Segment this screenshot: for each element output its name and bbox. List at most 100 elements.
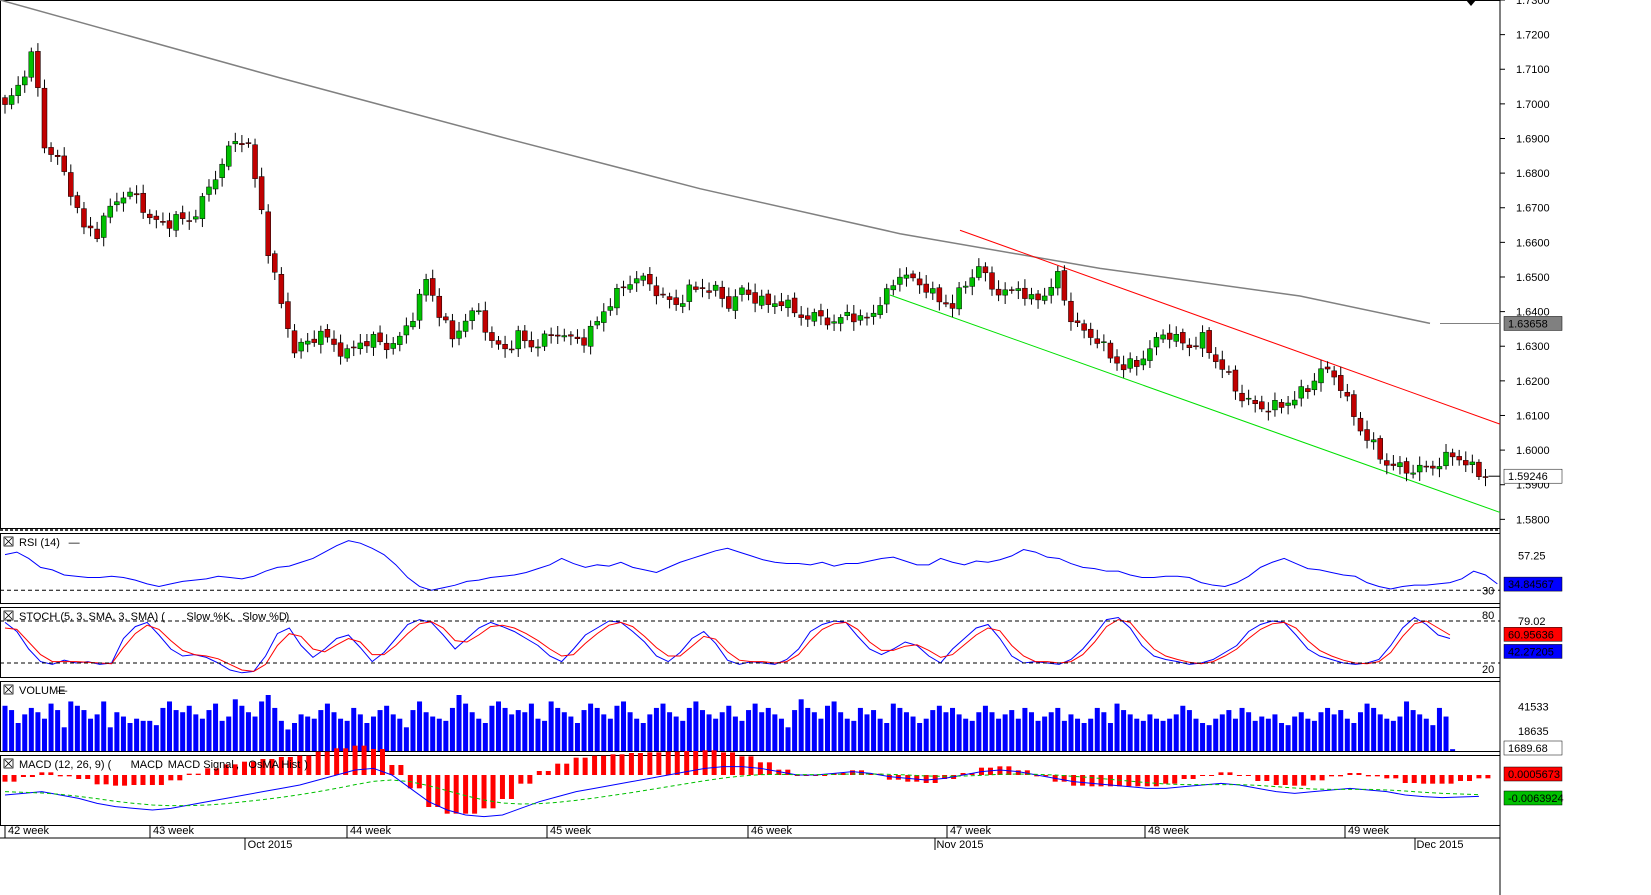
- candle: [1232, 365, 1239, 400]
- volume-bar: [1068, 714, 1074, 751]
- price-pane[interactable]: [0, 0, 1501, 513]
- candle-body-up: [890, 285, 897, 291]
- osma-hist-bar: [1448, 775, 1454, 784]
- osma-hist-bar: [297, 755, 303, 775]
- stoch-legend-k: Slow %K: [186, 611, 231, 623]
- osma-hist-bar: [260, 759, 266, 775]
- candle: [1337, 366, 1344, 399]
- price-tick-label: 1.6800: [1516, 168, 1550, 180]
- osma-hist-bar: [739, 756, 745, 775]
- volume-bar: [245, 712, 251, 751]
- rsi-pane[interactable]: RSI (14) — 30: [0, 536, 1500, 597]
- osma-hist-bar: [766, 762, 772, 775]
- volume-pane[interactable]: VOLUME —: [2, 684, 1456, 751]
- candle-body-up: [21, 76, 28, 86]
- candle-body-up: [561, 335, 568, 338]
- upper-channel-line: [959, 229, 1501, 425]
- candle: [607, 298, 614, 316]
- osma-hist-bar: [122, 775, 128, 786]
- volume-bar: [1015, 718, 1021, 751]
- lower-channel-line: [889, 294, 1501, 513]
- candle: [1397, 456, 1403, 475]
- volume-bar: [285, 729, 291, 751]
- candle: [403, 317, 410, 344]
- candle: [660, 287, 666, 298]
- candle-body-down: [87, 225, 94, 229]
- candle-body-down: [179, 212, 186, 219]
- candle: [311, 330, 318, 347]
- osma-hist-bar: [2, 775, 8, 782]
- osma-hist-bar: [334, 748, 340, 775]
- candle: [107, 198, 114, 224]
- candle: [285, 292, 291, 338]
- osma-hist-bar: [545, 771, 551, 775]
- volume-bar: [1292, 716, 1298, 751]
- macd-hist-value-label-box: [1503, 766, 1563, 782]
- volume-bar: [555, 707, 561, 751]
- candle: [1127, 352, 1133, 373]
- candle: [364, 334, 370, 353]
- osma-hist-bar: [1476, 775, 1482, 779]
- candle-body-up: [587, 325, 594, 347]
- volume-bar: [910, 716, 916, 751]
- volume-bar: [1265, 718, 1271, 751]
- candle: [114, 192, 120, 212]
- candle-body-up: [962, 285, 969, 288]
- macd-pane[interactable]: MACD (12, 26, 9) (MACD, MACD Signal, OsM…: [2, 745, 1491, 818]
- candle-body-down: [1232, 369, 1239, 392]
- candle: [752, 283, 758, 313]
- volume-bar: [55, 710, 61, 751]
- osma-hist-bar: [684, 751, 690, 775]
- volume-bar: [542, 720, 548, 751]
- candle: [989, 266, 995, 296]
- candle: [719, 280, 725, 308]
- osma-hist-bar: [94, 775, 100, 785]
- candle-body-down: [1305, 388, 1311, 392]
- volume-tick-label: 41533: [1518, 701, 1549, 713]
- osma-hist-bar: [1172, 775, 1178, 784]
- volume-bar: [1114, 703, 1120, 751]
- candle: [653, 276, 660, 305]
- candle: [857, 309, 864, 326]
- candle: [1173, 326, 1179, 347]
- volume-bar: [1417, 714, 1423, 751]
- volume-bar: [1364, 703, 1370, 751]
- volume-bar: [522, 712, 528, 751]
- osma-hist-bar: [592, 755, 598, 775]
- candle-body-up: [1416, 464, 1423, 473]
- volume-bar: [969, 720, 975, 751]
- candle: [805, 307, 811, 327]
- volume-bar: [614, 705, 620, 751]
- volume-bar: [864, 714, 870, 751]
- candle: [304, 332, 311, 353]
- candle-body-down: [140, 192, 146, 213]
- volume-value-label: 1689.68: [1508, 743, 1548, 755]
- candle-body-up: [831, 321, 837, 324]
- macd-signal-line: [4, 773, 1479, 807]
- candle-body-down: [1449, 452, 1456, 458]
- candle-body-down: [1008, 289, 1015, 291]
- candle: [127, 187, 133, 200]
- volume-bar: [594, 707, 600, 751]
- candle-body-up: [120, 197, 127, 204]
- volume-bar: [292, 723, 298, 751]
- volume-bar: [74, 705, 80, 751]
- candle-body-up: [903, 274, 910, 279]
- candle: [1324, 361, 1331, 374]
- volume-bar: [489, 705, 495, 751]
- osma-hist-bar: [232, 764, 238, 775]
- candle-body-down: [1384, 460, 1390, 466]
- volume-bar: [759, 712, 765, 751]
- candle-body-up: [857, 315, 864, 321]
- candle: [318, 325, 324, 354]
- candle: [686, 279, 693, 311]
- candle: [1476, 459, 1482, 481]
- volume-bar: [265, 695, 271, 751]
- osma-hist-bar: [1264, 775, 1270, 781]
- candle-body-up: [410, 320, 416, 328]
- volume-bar: [976, 712, 982, 751]
- stoch-k-value-label-box: [1503, 644, 1563, 659]
- osma-hist-bar: [582, 757, 588, 775]
- volume-bar: [213, 703, 219, 751]
